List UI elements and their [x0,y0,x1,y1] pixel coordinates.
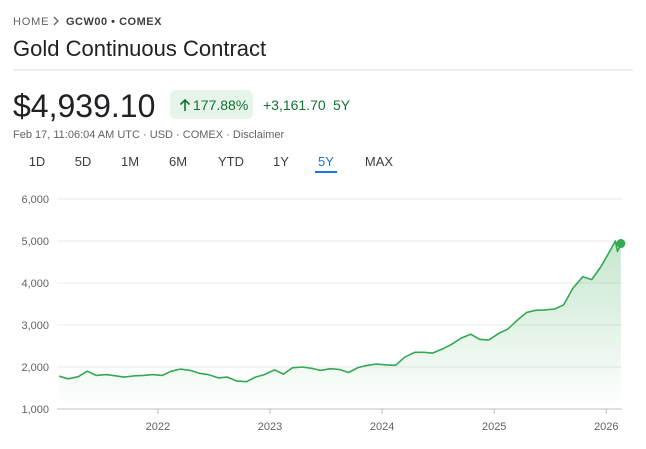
change-badge [170,90,253,119]
x-tick-label: 2022 [146,421,170,433]
y-tick-label: 1,000 [21,404,49,416]
range-tab[interactable]: 5Y [318,154,334,169]
range-tab[interactable]: 1M [121,154,139,169]
x-tick-label: 2025 [482,421,506,433]
change-period: 5Y [333,97,351,113]
y-tick-label: 3,000 [21,320,49,332]
disclaimer-link[interactable]: Disclaimer [233,129,285,141]
x-tick-label: 2024 [370,421,394,433]
range-tab[interactable]: MAX [365,154,394,169]
range-tabs: 1D 5D 1M 6M YTD 1Y 5Y MAX [29,154,394,173]
price-line [58,240,622,383]
timestamp-text: Feb 17, 11:06:04 AM UTC · USD · COMEX · [13,129,233,141]
y-tick-label: 2,000 [21,362,49,374]
change-percent: 177.88% [193,97,248,113]
x-tick-label: 2026 [594,421,618,433]
change-absolute: +3,161.70 [263,97,326,113]
last-point [616,239,626,249]
timestamp: Feb 17, 11:06:04 AM UTC · USD · COMEX · … [13,129,285,141]
range-tab[interactable]: 5D [75,154,92,169]
breadcrumb-home[interactable]: HOME [13,16,49,28]
up-arrow-icon [179,98,191,111]
price: $4,939.10 [13,88,155,124]
range-tab[interactable]: 1D [29,154,46,169]
breadcrumb-ticker: GCW00 • COMEX [66,16,162,28]
range-tab[interactable]: YTD [218,154,244,169]
range-tab[interactable]: 1Y [273,154,289,169]
chevron-icon [53,16,59,26]
page-title: Gold Continuous Contract [13,36,266,61]
y-tick-label: 4,000 [21,278,49,290]
area [59,241,621,409]
y-tick-label: 6,000 [21,194,49,206]
y-tick-label: 5,000 [21,236,49,248]
x-tick-label: 2023 [258,421,282,433]
chart: 1,000 2,000 3,000 4,000 5,000 6,000 2022 2023 20… [21,194,626,433]
range-tab[interactable]: 6M [169,154,187,169]
